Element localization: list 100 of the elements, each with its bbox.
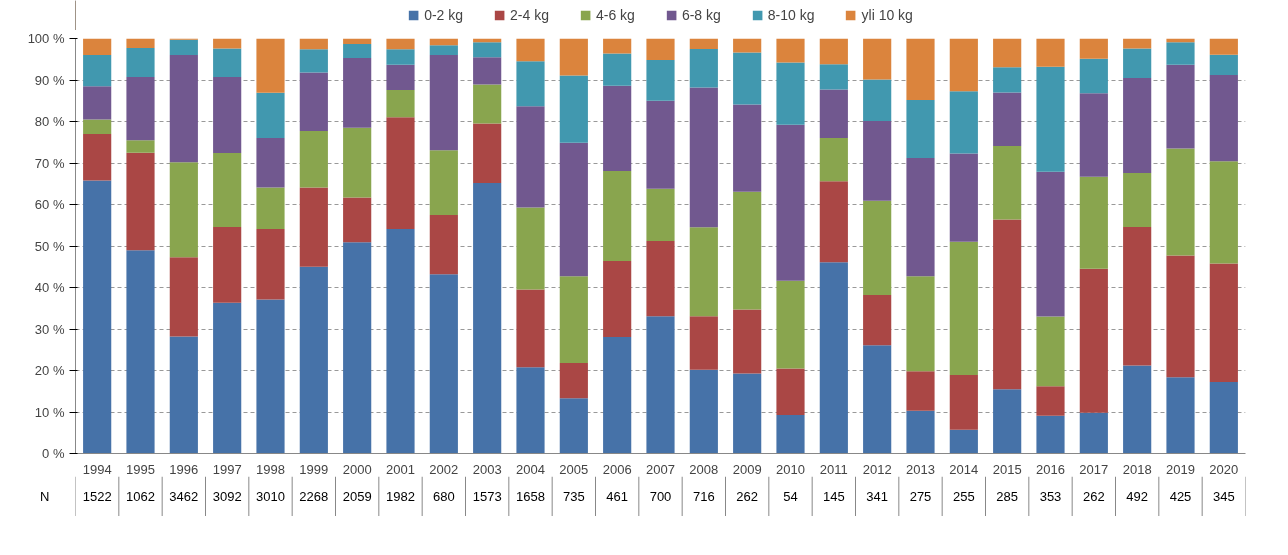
text: 262 bbox=[736, 489, 759, 504]
bar bbox=[949, 153, 978, 242]
bar bbox=[1123, 365, 1152, 454]
bar bbox=[1036, 171, 1065, 317]
text: 353 bbox=[1039, 489, 1062, 504]
x-tick-label: 2008 bbox=[689, 461, 719, 477]
text: 3462 bbox=[169, 489, 199, 504]
bar bbox=[213, 48, 242, 78]
bar bbox=[949, 375, 978, 430]
x-tick-label: 1995 bbox=[126, 461, 155, 477]
bar bbox=[343, 127, 372, 198]
bar bbox=[386, 64, 415, 90]
bar bbox=[473, 42, 502, 58]
bar bbox=[83, 119, 112, 134]
bar bbox=[559, 363, 588, 399]
bar bbox=[213, 77, 242, 154]
bar bbox=[386, 117, 415, 229]
x-tick-label: 2017 bbox=[1079, 461, 1109, 477]
x-tick-label: 2006 bbox=[602, 461, 632, 477]
bar bbox=[689, 38, 718, 49]
text: 716 bbox=[692, 489, 715, 504]
bar bbox=[906, 371, 935, 411]
text: 1062 bbox=[126, 489, 155, 504]
bar bbox=[863, 79, 892, 122]
x-tick-label: 2007 bbox=[646, 461, 675, 477]
bar bbox=[819, 38, 848, 65]
x-tick-label: 1998 bbox=[256, 461, 285, 477]
bar bbox=[949, 429, 978, 454]
bar bbox=[776, 124, 805, 281]
bar bbox=[1209, 161, 1238, 264]
text: 345 bbox=[1212, 489, 1235, 504]
x-tick-label: 1994 bbox=[82, 461, 112, 477]
bar bbox=[1079, 38, 1108, 59]
bar bbox=[906, 38, 935, 100]
bar bbox=[343, 43, 372, 58]
x-tick-label: 2015 bbox=[992, 461, 1022, 477]
bar bbox=[343, 242, 372, 454]
bar bbox=[473, 57, 502, 85]
x-tick-label: 2005 bbox=[559, 461, 589, 477]
bar bbox=[299, 38, 328, 50]
bar bbox=[343, 58, 372, 128]
bar bbox=[1123, 48, 1152, 78]
bar bbox=[386, 49, 415, 65]
bar bbox=[169, 257, 198, 337]
y-tick-label: 0 % bbox=[42, 446, 65, 461]
y-tick-label: 10 % bbox=[34, 404, 65, 420]
bar bbox=[776, 38, 805, 63]
x-tick-label: 2012 bbox=[862, 461, 892, 477]
bar bbox=[256, 228, 285, 300]
x-tick-label: 2000 bbox=[342, 461, 372, 477]
bar bbox=[256, 299, 285, 454]
bar bbox=[646, 60, 675, 101]
bar bbox=[689, 227, 718, 317]
text: 735 bbox=[562, 489, 585, 504]
bar bbox=[429, 214, 458, 275]
y-tick-label: 90 % bbox=[34, 72, 65, 88]
x-tick-label: 2001 bbox=[386, 461, 415, 477]
bar bbox=[473, 123, 502, 183]
bar bbox=[83, 55, 112, 87]
bar bbox=[1079, 176, 1108, 269]
text: 262 bbox=[1082, 489, 1105, 504]
x-tick-label: 2011 bbox=[819, 461, 848, 477]
bar bbox=[559, 276, 588, 364]
bar bbox=[1079, 412, 1108, 454]
bar bbox=[863, 121, 892, 201]
text: 255 bbox=[952, 489, 975, 504]
bar bbox=[256, 138, 285, 188]
bar bbox=[993, 145, 1022, 220]
bar bbox=[256, 92, 285, 139]
bar bbox=[819, 89, 848, 139]
text: 54 bbox=[783, 489, 798, 504]
bar bbox=[733, 191, 762, 310]
bar bbox=[169, 39, 198, 56]
y-tick-label: 20 % bbox=[34, 363, 65, 378]
text: 2268 bbox=[299, 489, 329, 504]
legend-label: 4-6 kg bbox=[595, 7, 635, 23]
text: 680 bbox=[432, 489, 455, 504]
bar bbox=[516, 106, 545, 208]
bar bbox=[993, 92, 1022, 146]
bar bbox=[646, 241, 675, 317]
bar bbox=[863, 38, 892, 80]
bar bbox=[516, 38, 545, 62]
bar bbox=[516, 61, 545, 107]
x-tick-label: 2014 bbox=[949, 461, 979, 477]
bar bbox=[213, 153, 242, 227]
bar bbox=[256, 38, 285, 93]
y-tick-label: 80 % bbox=[34, 114, 65, 129]
x-tick-label: 2004 bbox=[516, 461, 545, 477]
bar bbox=[1036, 38, 1065, 67]
x-tick-label: 2010 bbox=[776, 461, 805, 477]
bar bbox=[126, 38, 155, 49]
bar bbox=[1209, 263, 1238, 383]
legend-label: 8-10 kg bbox=[767, 7, 815, 23]
bar bbox=[169, 162, 198, 258]
x-tick-label: 2020 bbox=[1209, 461, 1239, 477]
bar bbox=[1209, 38, 1238, 55]
x-tick-label: 1999 bbox=[299, 461, 329, 477]
x-tick-label: 1997 bbox=[212, 461, 242, 477]
bar bbox=[646, 188, 675, 242]
bar bbox=[1123, 77, 1152, 173]
